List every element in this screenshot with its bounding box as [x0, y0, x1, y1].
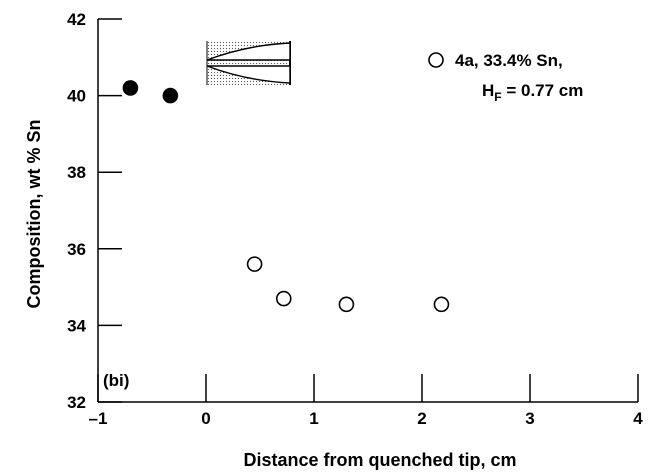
data-point-open — [338, 296, 355, 313]
legend-label-line2: HF = 0.77 cm — [482, 81, 583, 104]
legend-label-line1: 4a, 33.4% Sn, — [455, 51, 563, 70]
data-points — [122, 80, 450, 313]
data-point-open — [246, 256, 263, 272]
legend-h: H — [482, 81, 494, 100]
y-tick-label: 42 — [67, 10, 86, 29]
data-point-open — [433, 296, 450, 313]
x-axis-label: Distance from quenched tip, cm — [243, 450, 516, 470]
legend-h-subscript: F — [494, 90, 501, 104]
x-tick-label: –1 — [89, 409, 108, 428]
data-point-open — [275, 290, 292, 307]
y-axis-label: Composition, wt % Sn — [24, 120, 44, 309]
y-tick-label: 40 — [67, 87, 86, 106]
axes — [97, 19, 638, 403]
legend-marker-open-circle — [428, 52, 444, 68]
data-point-filled — [162, 87, 179, 104]
x-tick-label: 2 — [417, 409, 426, 428]
data-point-filled — [122, 80, 139, 96]
x-tick-label: 4 — [633, 409, 643, 428]
x-tick-label: 0 — [201, 409, 210, 428]
specimen-sketch-icon — [206, 41, 291, 85]
y-ticks: 32 34 36 38 40 42 — [67, 10, 122, 412]
y-tick-label: 38 — [67, 163, 86, 182]
x-tick-label: 3 — [525, 409, 534, 428]
y-tick-label: 36 — [67, 240, 86, 259]
x-tick-label: 1 — [309, 409, 318, 428]
legend-value: = 0.77 cm — [502, 81, 584, 100]
panel-label: (bi) — [103, 371, 129, 390]
y-tick-label: 32 — [67, 393, 86, 412]
x-ticks: –1 0 1 2 3 4 — [89, 374, 643, 428]
y-tick-label: 34 — [67, 316, 86, 335]
legend: 4a, 33.4% Sn, HF = 0.77 cm — [428, 51, 583, 104]
